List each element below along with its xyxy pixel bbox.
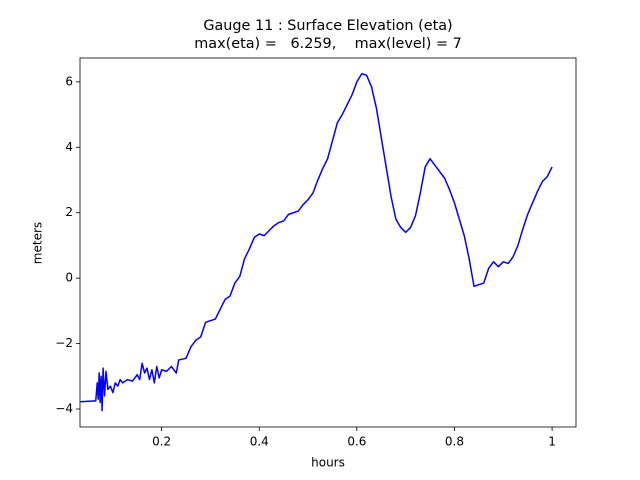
x-tick-label: 0.4 <box>250 435 269 449</box>
y-tick-label: 4 <box>65 140 73 154</box>
x-tick-label: 1 <box>548 435 556 449</box>
y-tick-label: −4 <box>55 402 73 416</box>
x-tick-label: 0.8 <box>445 435 464 449</box>
x-axis-label: hours <box>311 456 345 470</box>
y-tick-label: −2 <box>55 336 73 350</box>
y-tick-label: 6 <box>65 74 73 88</box>
chart-title: Gauge 11 : Surface Elevation (eta) <box>203 18 452 34</box>
plot-frame <box>79 57 577 428</box>
y-tick-label: 0 <box>65 271 73 285</box>
chart-subtitle: max(eta) = 6.259, max(level) = 7 <box>194 36 462 52</box>
x-tick-label: 0.6 <box>347 435 366 449</box>
x-tick-label: 0.2 <box>152 435 171 449</box>
y-tick-label: 2 <box>65 205 73 219</box>
y-axis-label: meters <box>31 222 45 264</box>
data-line <box>80 72 553 412</box>
